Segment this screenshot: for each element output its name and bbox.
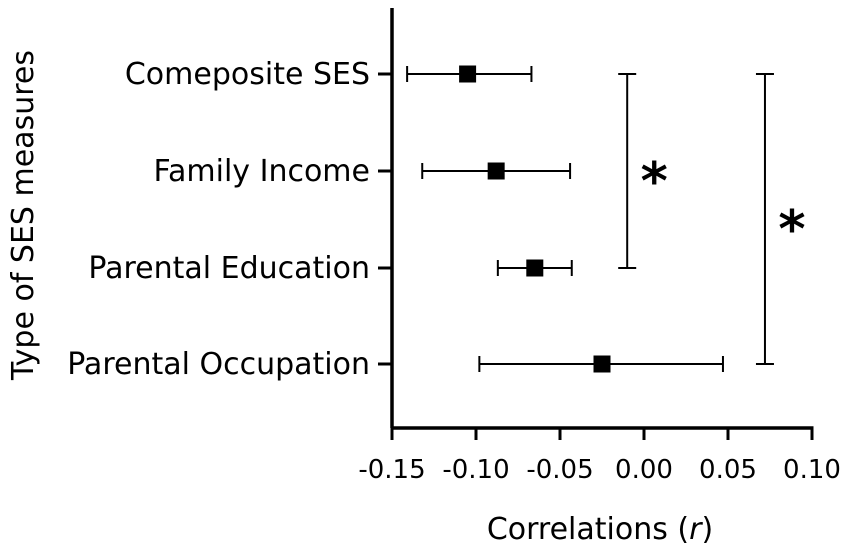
x-axis-title-tail: ) <box>701 512 713 547</box>
point-estimate <box>487 162 505 180</box>
category-label: Comeposite SES <box>125 57 370 92</box>
category-label: Parental Occupation <box>67 347 370 382</box>
x-tick-label: 0.00 <box>615 455 673 485</box>
x-tick-label: 0.10 <box>783 455 841 485</box>
point-estimate <box>526 259 544 277</box>
category-label: Parental Education <box>88 251 370 286</box>
x-tick-label: -0.10 <box>442 455 509 485</box>
x-tick-label: 0.05 <box>699 455 757 485</box>
category-label: Family Income <box>154 154 370 189</box>
x-axis-title-main: Correlations ( <box>487 512 689 547</box>
x-axis-title: Correlations (r) <box>487 512 713 547</box>
chart-marks: -0.15 -0.10 -0.05 0.00 0.05 0.10 Comeposite SE… <box>67 8 841 485</box>
significance-marker: * <box>641 152 668 212</box>
x-tick-label: -0.15 <box>358 455 425 485</box>
x-axis-title-variable: r <box>689 512 703 547</box>
x-tick-label: -0.05 <box>526 455 593 485</box>
point-estimate <box>459 65 477 83</box>
point-estimate <box>593 355 611 373</box>
significance-marker: * <box>778 200 805 260</box>
y-axis-title: Type of SES measures <box>6 50 41 381</box>
